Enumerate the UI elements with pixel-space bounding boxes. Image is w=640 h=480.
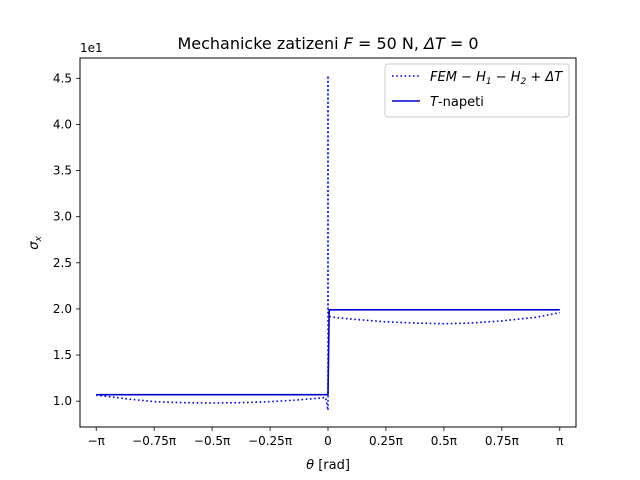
chart-title: Mechanicke zatizeni F = 50 N, ΔT = 0: [177, 34, 478, 53]
x-tick-label: 0.25π: [369, 434, 403, 448]
y-tick-label: 4.0: [53, 117, 72, 131]
legend: FEM − H1 − H2 + ΔT T-napeti: [384, 63, 570, 118]
x-tick-label: 0.5π: [431, 434, 457, 448]
series-line-fem: [96, 75, 560, 411]
series-line-t-napeti: [96, 309, 560, 396]
y-tick-label: 1.5: [53, 348, 72, 362]
y-axis-ticks: 1.0 1.5 2.0 2.5 3.0 3.5 4.0 4.5: [53, 71, 80, 408]
legend-label-t-napeti: T-napeti: [430, 95, 484, 110]
y-tick-label: 4.5: [53, 71, 72, 85]
y-tick-label: 2.5: [53, 256, 72, 270]
y-offset-label: 1e1: [80, 41, 103, 55]
x-tick-label: π: [556, 434, 563, 448]
y-tick-label: 2.0: [53, 302, 72, 316]
x-tick-label: 0: [324, 434, 332, 448]
y-tick-label: 1.0: [53, 394, 72, 408]
series-layer: [96, 75, 560, 411]
x-axis-label: θ [rad]: [306, 458, 350, 473]
x-tick-label: −0.5π: [194, 434, 230, 448]
legend-label-fem: FEM − H1 − H2 + ΔT: [430, 70, 563, 87]
y-tick-label: 3.0: [53, 210, 72, 224]
x-tick-label: −0.75π: [132, 434, 176, 448]
plot-frame: [79, 57, 577, 428]
y-axis-label: σx: [27, 236, 44, 250]
legend-box: [384, 63, 570, 118]
x-tick-label: −π: [88, 434, 105, 448]
x-axis-ticks: −π −0.75π −0.5π −0.25π 0 0.25π 0.5π 0.75π π: [88, 427, 563, 448]
x-tick-label: 0.75π: [485, 434, 519, 448]
x-tick-label: −0.25π: [248, 434, 292, 448]
y-tick-label: 3.5: [53, 164, 72, 178]
